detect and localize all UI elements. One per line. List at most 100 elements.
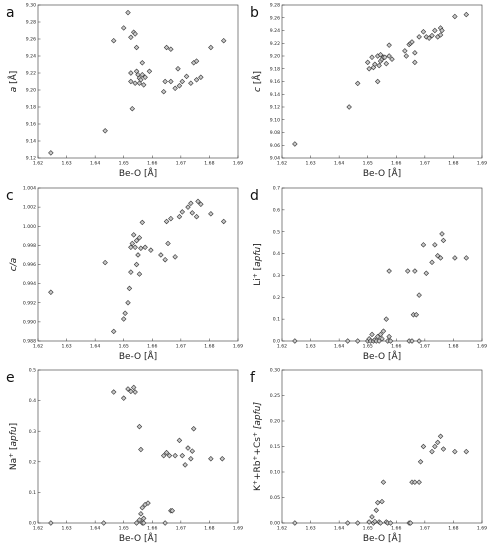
data-point bbox=[208, 44, 214, 51]
data-point bbox=[162, 256, 168, 263]
data-point bbox=[148, 247, 154, 253]
x-tick-label: 1.69 bbox=[233, 161, 243, 167]
data-point bbox=[198, 201, 204, 207]
data-point bbox=[163, 44, 170, 51]
y-tick-label: 9.24 bbox=[270, 28, 280, 34]
x-tick-label: 1.66 bbox=[391, 344, 401, 350]
y-label-part: Rb bbox=[253, 460, 263, 472]
y-tick-label: 9.26 bbox=[26, 37, 36, 43]
data-point bbox=[387, 520, 394, 526]
data-point bbox=[140, 82, 147, 88]
data-point bbox=[420, 443, 427, 450]
data-point bbox=[417, 459, 424, 465]
y-tick-label: 0.3 bbox=[273, 273, 280, 279]
x-tick-label: 1.69 bbox=[477, 344, 487, 350]
y-label-superscript: + bbox=[252, 456, 259, 461]
data-point bbox=[432, 242, 438, 248]
panel-letter: a bbox=[6, 5, 15, 21]
x-tick-label: 1.62 bbox=[33, 161, 43, 167]
data-point bbox=[413, 312, 420, 318]
y-label-unit-close: ] bbox=[9, 423, 19, 427]
panel-letter: b bbox=[250, 5, 259, 21]
data-point bbox=[195, 198, 201, 205]
data-point bbox=[292, 338, 298, 344]
panel-letter: e bbox=[6, 370, 15, 386]
x-tick-label: 1.62 bbox=[277, 526, 287, 532]
data-point bbox=[452, 448, 458, 455]
data-point bbox=[139, 71, 146, 78]
y-label-superscript: + bbox=[252, 480, 259, 485]
y-tick-label: 9.24 bbox=[26, 54, 36, 60]
y-tick-label: 9.18 bbox=[26, 105, 36, 111]
data-point bbox=[136, 80, 143, 86]
data-point bbox=[346, 104, 352, 110]
x-tick-label: 1.62 bbox=[33, 344, 43, 350]
data-point bbox=[110, 37, 117, 44]
data-point bbox=[193, 213, 200, 220]
data-point bbox=[366, 519, 372, 525]
x-tick-label: 1.67 bbox=[176, 526, 186, 532]
y-label-unit-close: ] bbox=[253, 243, 263, 247]
data-point bbox=[162, 78, 168, 85]
x-tick-label: 1.69 bbox=[477, 526, 487, 532]
data-point bbox=[188, 80, 194, 86]
data-point bbox=[437, 433, 444, 440]
y-tick-label: 9.22 bbox=[26, 71, 36, 77]
plot-frame bbox=[281, 187, 483, 342]
y-tick-label: 0.1 bbox=[29, 490, 36, 496]
data-point bbox=[412, 59, 418, 66]
data-point bbox=[136, 271, 143, 277]
y-tick-label: 9.28 bbox=[26, 20, 36, 26]
x-tick-label: 1.68 bbox=[448, 344, 458, 350]
data-point bbox=[374, 499, 381, 506]
x-tick-label: 1.68 bbox=[448, 526, 458, 532]
data-point bbox=[369, 514, 375, 520]
data-point bbox=[179, 209, 186, 215]
x-tick-label: 1.68 bbox=[448, 161, 458, 167]
x-tick-label: 1.65 bbox=[363, 344, 373, 350]
data-point bbox=[369, 331, 375, 338]
data-point bbox=[165, 240, 171, 247]
data-point bbox=[412, 50, 418, 56]
data-point bbox=[183, 73, 190, 80]
y-tick-label: 0.996 bbox=[23, 262, 36, 268]
data-point bbox=[125, 9, 131, 16]
x-tick-label: 1.67 bbox=[420, 526, 430, 532]
data-point bbox=[120, 395, 127, 401]
x-tick-label: 1.67 bbox=[176, 344, 186, 350]
x-tick-label: 1.65 bbox=[119, 161, 129, 167]
y-axis-label: Na+ [apfu] bbox=[8, 423, 20, 470]
data-point bbox=[208, 456, 214, 462]
y-label-main: c/a bbox=[9, 258, 19, 272]
y-label-unit: [Å] bbox=[251, 71, 263, 87]
data-point bbox=[420, 29, 427, 35]
x-tick-label: 1.64 bbox=[334, 526, 344, 532]
y-tick-label: 0.5 bbox=[29, 368, 36, 374]
y-tick-label: 1.002 bbox=[23, 205, 36, 211]
data-point bbox=[198, 74, 204, 80]
panel-letter: d bbox=[250, 188, 259, 204]
data-point bbox=[130, 232, 137, 238]
data-point bbox=[188, 200, 194, 207]
data-point bbox=[407, 520, 414, 526]
data-point bbox=[128, 244, 134, 251]
data-point bbox=[416, 292, 422, 298]
y-tick-label: 0.05 bbox=[270, 495, 280, 501]
data-point bbox=[463, 255, 470, 261]
y-tick-label: 9.14 bbox=[26, 139, 36, 145]
x-tick-label: 1.63 bbox=[305, 344, 315, 350]
y-tick-label: 9.22 bbox=[270, 41, 280, 47]
data-point bbox=[132, 31, 138, 37]
data-point bbox=[128, 388, 134, 395]
data-point bbox=[125, 386, 131, 392]
y-label-part: K bbox=[253, 484, 263, 491]
y-label-unit-open: [ bbox=[253, 267, 263, 273]
x-tick-label: 1.68 bbox=[204, 526, 214, 532]
data-point bbox=[377, 331, 384, 338]
y-tick-label: 0.0 bbox=[273, 339, 280, 345]
y-label-unit-open: [ bbox=[9, 446, 19, 452]
x-tick-label: 1.62 bbox=[277, 344, 287, 350]
data-point bbox=[380, 328, 387, 334]
data-point bbox=[168, 215, 174, 222]
data-point bbox=[120, 316, 127, 322]
